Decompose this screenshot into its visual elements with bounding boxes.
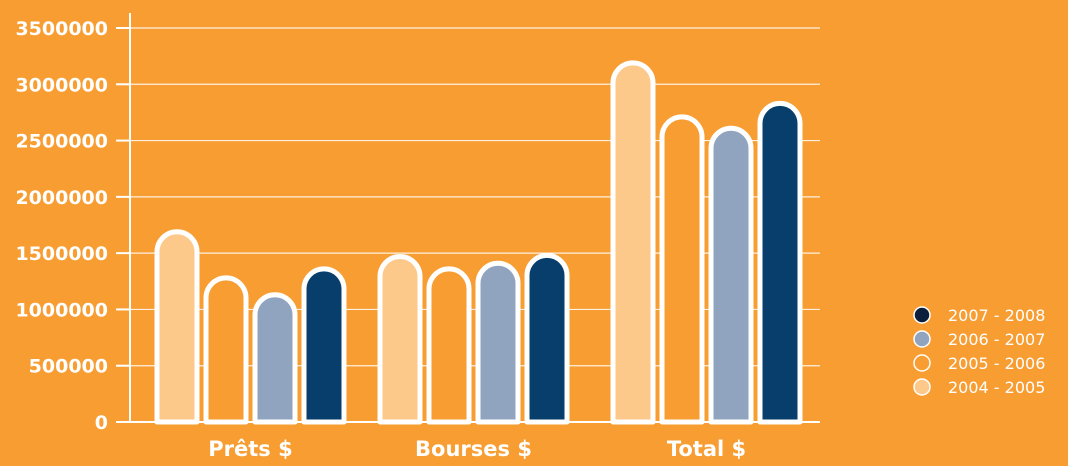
y-tick-labels: 0 500000 1000000 1500000 2000000 2500000 30000…: [15, 18, 108, 434]
bar: [154, 229, 200, 425]
bar: [708, 125, 754, 425]
y-tick-label: 3500000: [15, 18, 108, 40]
legend-marker: [913, 354, 931, 372]
axes: [116, 13, 820, 423]
y-tick-label: 0: [95, 412, 108, 434]
legend-label: 2005 - 2006: [948, 354, 1045, 373]
bar: [426, 266, 472, 425]
bar: [203, 275, 249, 425]
bar: [252, 292, 298, 425]
bar: [301, 266, 347, 425]
y-tick-label: 2500000: [15, 131, 108, 153]
legend-label: 2004 - 2005: [948, 378, 1045, 397]
y-tick-label: 1000000: [15, 299, 108, 321]
category-label: Bourses $: [415, 437, 532, 461]
y-tick-label: 500000: [29, 356, 108, 378]
category-label: Prêts $: [208, 437, 292, 461]
y-tick-label: 2000000: [15, 187, 108, 209]
bar: [757, 101, 803, 425]
legend-label: 2006 - 2007: [948, 330, 1045, 349]
bar: [377, 254, 423, 425]
legend-marker: [913, 378, 931, 396]
y-tick-label: 3000000: [15, 74, 108, 96]
legend-marker: [913, 306, 931, 324]
bar: [524, 252, 570, 425]
category-labels: Prêts $ Bourses $ Total $: [208, 437, 746, 461]
bar: [610, 60, 656, 425]
legend: 2007 - 2008 2006 - 2007 2005 - 2006 2004 - …: [913, 306, 1045, 397]
bar: [659, 114, 705, 425]
bar: [475, 260, 521, 425]
legend-marker: [913, 330, 931, 348]
y-tick-label: 1500000: [15, 243, 108, 265]
category-label: Total $: [667, 437, 746, 461]
legend-label: 2007 - 2008: [948, 306, 1045, 325]
bars: [154, 60, 803, 425]
